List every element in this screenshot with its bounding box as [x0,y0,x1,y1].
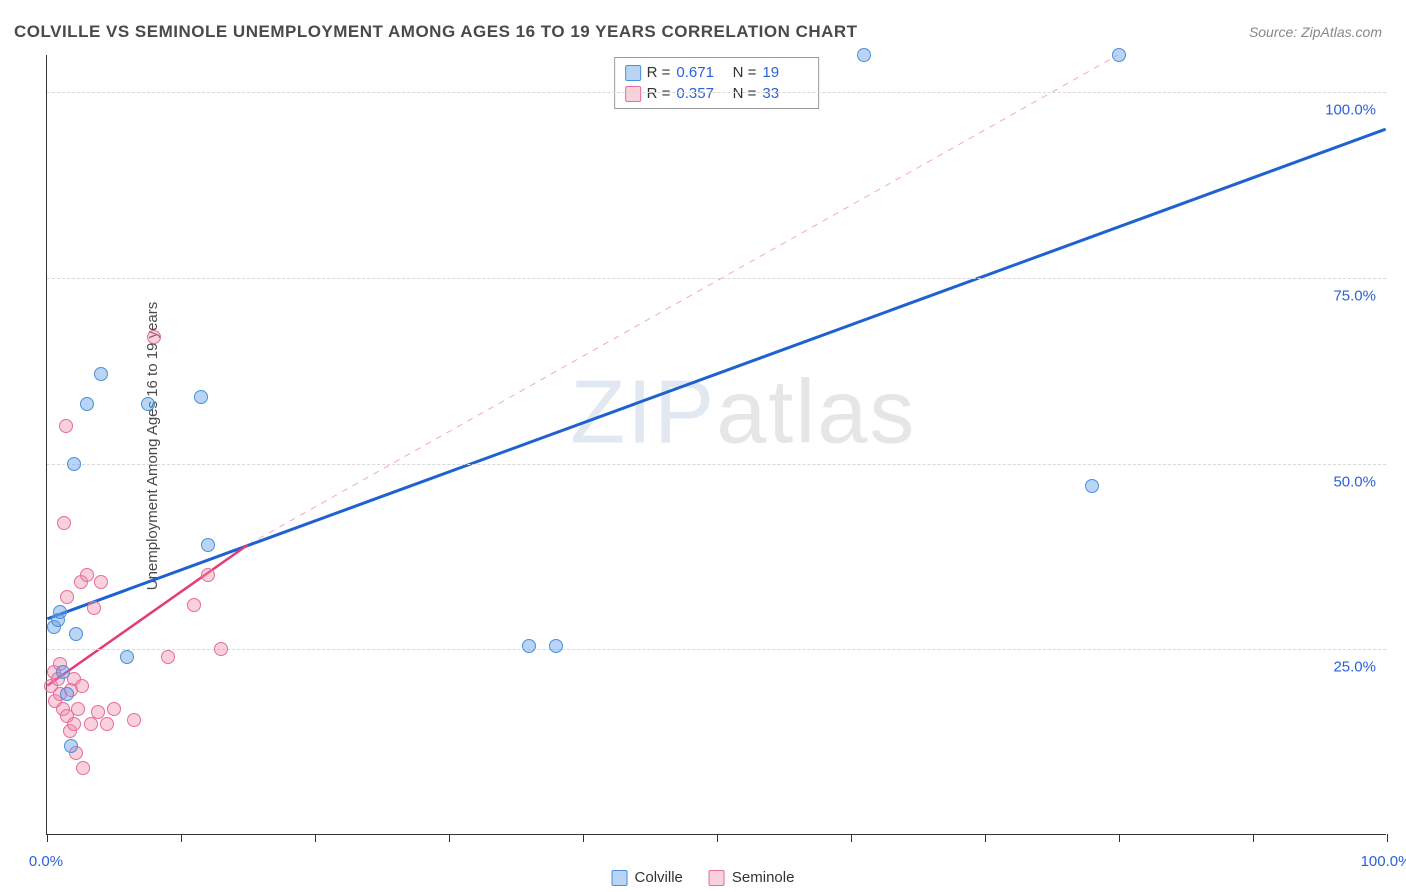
legend-stats-row: R = 0.357 N = 33 [625,83,809,104]
y-tick-label: 75.0% [1333,287,1376,304]
point-seminole [94,575,108,589]
point-seminole [71,702,85,716]
point-colville [94,367,108,381]
legend-stats-row: R = 0.671 N = 19 [625,62,809,83]
point-colville [1085,479,1099,493]
watermark: ZIPatlas [570,362,916,465]
point-seminole [100,717,114,731]
point-seminole [80,568,94,582]
x-tick [985,834,986,842]
legend-r-value: 0.357 [676,85,722,102]
source-attribution: Source: ZipAtlas.com [1249,24,1382,40]
x-tick [583,834,584,842]
point-colville [56,665,70,679]
x-tick-label: 0.0% [29,853,63,870]
point-seminole [67,717,81,731]
point-seminole [57,516,71,530]
point-seminole [161,650,175,664]
point-seminole [76,761,90,775]
point-seminole [147,330,161,344]
point-colville [194,390,208,404]
x-tick [1119,834,1120,842]
point-colville [64,739,78,753]
chart-title: COLVILLE VS SEMINOLE UNEMPLOYMENT AMONG … [14,22,858,42]
legend-bottom-item: Seminole [709,869,795,886]
point-seminole [60,590,74,604]
point-seminole [59,419,73,433]
point-colville [120,650,134,664]
legend-swatch [709,870,725,886]
x-tick-label: 100.0% [1361,853,1406,870]
chart-container: COLVILLE VS SEMINOLE UNEMPLOYMENT AMONG … [0,0,1406,892]
x-tick [449,834,450,842]
point-colville [201,538,215,552]
legend-swatch [612,870,628,886]
gridline-horizontal [47,278,1386,279]
legend-stats-box: R = 0.671 N = 19 R = 0.357 N = 33 [614,57,820,109]
gridline-horizontal [47,649,1386,650]
point-seminole [214,642,228,656]
legend-r-value: 0.671 [676,64,722,81]
gridline-horizontal [47,92,1386,93]
legend-series-name: Colville [635,869,683,886]
x-tick [315,834,316,842]
point-seminole [75,679,89,693]
legend-bottom: Colville Seminole [612,869,795,886]
point-colville [857,48,871,62]
legend-r-label: R = [647,85,671,102]
point-colville [60,687,74,701]
x-tick [1387,834,1388,842]
y-tick-label: 100.0% [1325,102,1376,119]
point-colville [53,605,67,619]
trend-line [47,545,248,686]
legend-series-name: Seminole [732,869,795,886]
point-colville [141,397,155,411]
trend-line [47,129,1385,619]
point-colville [549,639,563,653]
legend-n-label: N = [728,85,756,102]
point-colville [80,397,94,411]
point-colville [522,639,536,653]
point-seminole [127,713,141,727]
trend-line [248,55,1118,545]
trend-lines-svg [47,55,1386,834]
watermark-thin: atlas [716,363,916,463]
point-seminole [87,601,101,615]
plot-area: ZIPatlas R = 0.671 N = 19 R = 0.357 N = … [46,55,1386,835]
x-tick [47,834,48,842]
point-seminole [201,568,215,582]
y-tick-label: 50.0% [1333,473,1376,490]
legend-n-label: N = [728,64,756,81]
legend-bottom-item: Colville [612,869,683,886]
y-tick-label: 25.0% [1333,659,1376,676]
legend-n-value: 33 [762,85,808,102]
legend-r-label: R = [647,64,671,81]
x-tick [1253,834,1254,842]
point-seminole [187,598,201,612]
legend-swatch [625,65,641,81]
legend-n-value: 19 [762,64,808,81]
x-tick [851,834,852,842]
point-seminole [107,702,121,716]
point-colville [67,457,81,471]
watermark-bold: ZIP [570,363,716,463]
gridline-horizontal [47,464,1386,465]
point-colville [1112,48,1126,62]
x-tick [181,834,182,842]
x-tick [717,834,718,842]
legend-swatch [625,86,641,102]
point-colville [69,627,83,641]
